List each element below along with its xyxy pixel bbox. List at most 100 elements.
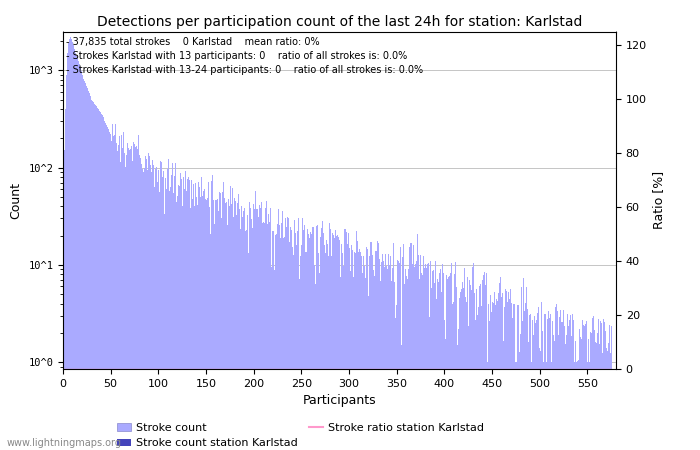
Bar <box>134 144 135 450</box>
Bar <box>446 275 447 450</box>
Bar <box>310 232 312 450</box>
Bar <box>304 252 306 450</box>
Bar <box>203 191 204 450</box>
Bar <box>606 348 607 450</box>
Bar <box>569 320 570 450</box>
Bar <box>391 281 393 450</box>
Bar <box>235 201 236 450</box>
Bar <box>521 287 522 450</box>
Bar <box>202 196 203 450</box>
Bar <box>339 240 340 450</box>
Bar <box>375 251 376 450</box>
Bar <box>485 285 486 450</box>
Bar <box>344 229 346 450</box>
Bar <box>383 261 384 450</box>
Bar <box>431 300 433 450</box>
Bar <box>497 301 498 450</box>
Bar <box>64 150 65 450</box>
Bar <box>362 273 363 450</box>
Bar <box>607 351 608 450</box>
Bar <box>133 143 134 450</box>
Bar <box>93 103 94 450</box>
Bar <box>509 298 510 450</box>
Bar <box>258 216 259 450</box>
Bar <box>127 143 128 450</box>
Bar <box>108 129 109 450</box>
Bar <box>331 256 332 450</box>
Bar <box>272 231 273 450</box>
Bar <box>498 293 499 450</box>
Bar <box>198 182 199 450</box>
Bar <box>256 209 257 450</box>
Bar <box>464 269 465 450</box>
Bar <box>433 270 435 450</box>
Bar <box>288 218 289 450</box>
Bar <box>369 256 370 450</box>
Bar <box>443 273 444 450</box>
Bar <box>92 101 93 450</box>
Bar <box>232 188 233 450</box>
Bar <box>255 191 256 450</box>
Bar <box>75 53 76 450</box>
Bar <box>477 315 478 450</box>
Bar <box>512 304 514 450</box>
Bar <box>152 160 153 450</box>
Y-axis label: Count: Count <box>10 182 22 219</box>
Bar <box>284 237 285 450</box>
Bar <box>139 154 140 450</box>
Bar <box>590 332 591 450</box>
Bar <box>301 245 302 450</box>
Legend: Stroke count, Stroke count station Karlstad, Stroke ratio station Karlstad: Stroke count, Stroke count station Karls… <box>113 418 489 450</box>
Bar <box>588 339 589 450</box>
Bar <box>528 315 530 450</box>
Bar <box>394 283 395 450</box>
Bar <box>218 211 219 450</box>
Bar <box>560 310 561 450</box>
Bar <box>507 302 508 450</box>
Bar <box>282 212 283 450</box>
Bar <box>401 345 402 450</box>
Bar <box>252 228 253 450</box>
Bar <box>599 343 601 450</box>
Bar <box>71 39 72 450</box>
Bar <box>306 252 307 450</box>
Bar <box>66 75 67 450</box>
Bar <box>441 292 442 450</box>
Bar <box>404 284 405 450</box>
Bar <box>136 146 137 450</box>
Bar <box>556 307 557 450</box>
Bar <box>519 352 520 450</box>
Bar <box>314 265 315 450</box>
Bar <box>425 264 426 450</box>
Bar <box>91 99 92 450</box>
Bar <box>469 280 470 450</box>
Bar <box>262 222 264 450</box>
Bar <box>277 224 278 450</box>
Bar <box>269 214 270 450</box>
Bar <box>312 227 314 450</box>
Bar <box>550 315 551 450</box>
Bar <box>342 253 343 450</box>
Bar <box>149 156 150 450</box>
Bar <box>172 163 173 450</box>
Bar <box>86 86 88 450</box>
Bar <box>522 321 523 450</box>
Bar <box>352 250 354 450</box>
Bar <box>517 305 518 450</box>
Bar <box>559 316 560 450</box>
Bar <box>125 167 127 450</box>
Bar <box>274 270 275 450</box>
Bar <box>591 333 592 450</box>
Bar <box>564 326 565 450</box>
Bar <box>567 314 568 450</box>
Bar <box>82 75 83 450</box>
Bar <box>197 205 198 450</box>
Bar <box>582 320 583 450</box>
Bar <box>182 206 183 450</box>
Bar <box>465 297 466 450</box>
Bar <box>320 237 321 450</box>
Bar <box>486 362 488 450</box>
Bar <box>363 256 364 450</box>
Bar <box>110 134 111 450</box>
Bar <box>330 229 331 450</box>
